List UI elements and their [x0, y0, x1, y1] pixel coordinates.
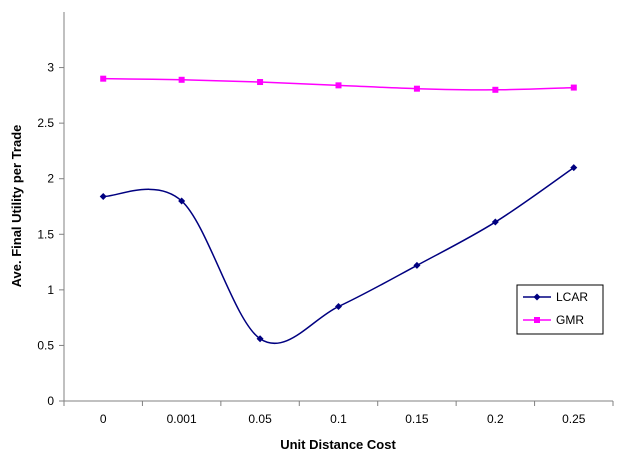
- series-line-lcar: [103, 166, 575, 345]
- data-point-lcar: [570, 164, 578, 172]
- data-point-gmr: [492, 86, 499, 93]
- legend-lcar-label: LCAR: [556, 290, 588, 304]
- data-point-gmr: [100, 75, 107, 82]
- y-axis-ticks: 0 0.5 1 1.5 2 2.5 3: [37, 61, 64, 408]
- x-tick-label: 0.05: [248, 412, 272, 426]
- data-point-lcar: [99, 192, 107, 200]
- legend-gmr-label: GMR: [556, 313, 584, 327]
- x-axis-ticks: 0 0.001 0.05 0.1 0.15 0.2 0.25: [63, 401, 614, 426]
- x-tick-label: 0.25: [562, 412, 586, 426]
- series-layer: [99, 75, 578, 345]
- y-tick-label: 2: [47, 172, 54, 186]
- legend-lcar-marker: [533, 293, 541, 301]
- data-point-gmr: [413, 85, 420, 92]
- y-tick-label: 0: [47, 394, 54, 408]
- data-point-lcar: [178, 197, 186, 205]
- data-point-lcar: [491, 218, 499, 226]
- y-axis-title: Ave. Final Utility per Trade: [9, 125, 24, 288]
- data-point-gmr: [257, 79, 264, 86]
- legend-box: [516, 284, 604, 335]
- y-tick-label: 3: [47, 61, 54, 75]
- data-point-lcar: [413, 261, 421, 269]
- x-tick-label: 0.1: [330, 412, 347, 426]
- data-point-gmr: [335, 82, 342, 89]
- y-tick-label: 1.5: [37, 227, 54, 241]
- x-tick-label: 0: [100, 412, 107, 426]
- x-tick-label: 0.15: [405, 412, 429, 426]
- data-point-lcar: [335, 303, 342, 311]
- data-point-gmr: [570, 84, 577, 91]
- legend-gmr-marker: [534, 317, 540, 323]
- y-tick-label: 2.5: [37, 116, 54, 130]
- x-tick-label: 0.001: [167, 412, 197, 426]
- y-tick-label: 0.5: [37, 338, 54, 352]
- legend: LCAR GMR: [516, 284, 604, 335]
- x-tick-label: 0.2: [487, 412, 504, 426]
- data-point-lcar: [256, 335, 264, 343]
- data-point-gmr: [178, 76, 185, 83]
- y-tick-label: 1: [47, 283, 54, 297]
- x-axis-title: Unit Distance Cost: [280, 437, 396, 452]
